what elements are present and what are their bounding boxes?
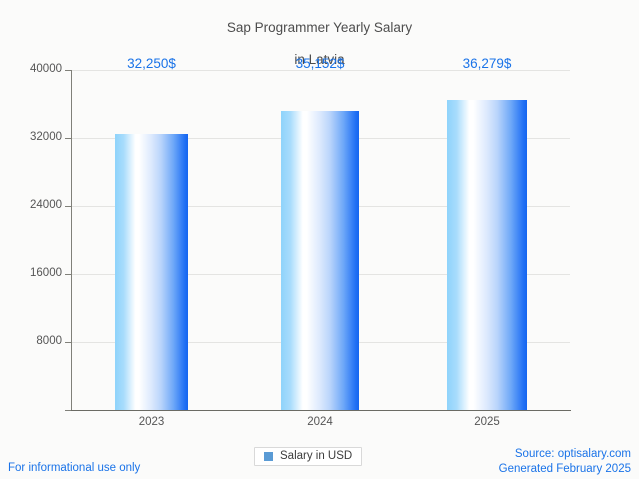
y-tick-mark-8000 <box>65 342 71 343</box>
legend-swatch-icon <box>264 452 273 461</box>
chart-legend[interactable]: Salary in USD <box>254 447 363 466</box>
source-credit: Source: optisalary.com Generated Februar… <box>499 447 631 477</box>
x-axis-line <box>71 410 571 411</box>
y-tick-label-40000: 40000 <box>30 63 62 75</box>
y-tick-mark-24000 <box>65 206 71 207</box>
x-tick-label-2023: 2023 <box>138 416 165 428</box>
chart-title-line-1: Sap Programmer Yearly Salary <box>226 20 413 35</box>
x-tick-label-2024: 2024 <box>307 416 333 428</box>
y-tick-label-24000: 24000 <box>30 199 62 211</box>
bar-2023[interactable] <box>115 134 188 410</box>
bar-2025[interactable] <box>447 100 527 410</box>
source-text: Source: optisalary.com <box>514 448 631 460</box>
y-tick-mark-16000 <box>65 274 71 275</box>
y-tick-mark-32000 <box>65 138 71 139</box>
bar-2024[interactable] <box>281 111 359 410</box>
bar-value-label-2025: 36,279$ <box>462 56 512 71</box>
generated-date-text: Generated February 2025 <box>498 463 631 475</box>
gridline-40000 <box>71 70 570 71</box>
y-tick-label-32000: 32000 <box>30 131 62 143</box>
bar-value-label-2023: 32,250$ <box>127 56 176 71</box>
y-tick-label-8000: 8000 <box>36 335 62 347</box>
chart-title: Sap Programmer Yearly Salary in Latvia <box>0 4 639 68</box>
chart-title-line-2: in Latvia <box>294 52 345 67</box>
disclaimer-text: For informational use only <box>8 462 141 474</box>
legend-item-label: Salary in USD <box>280 450 353 462</box>
plot-area <box>65 70 570 411</box>
y-tick-label-16000: 16000 <box>30 267 62 279</box>
y-tick-mark-40000 <box>65 70 71 71</box>
y-tick-mark-0 <box>65 410 71 411</box>
x-tick-label-2025: 2025 <box>474 416 500 428</box>
y-axis-line <box>71 70 72 411</box>
bar-value-label-2024: 35,152$ <box>295 56 345 71</box>
